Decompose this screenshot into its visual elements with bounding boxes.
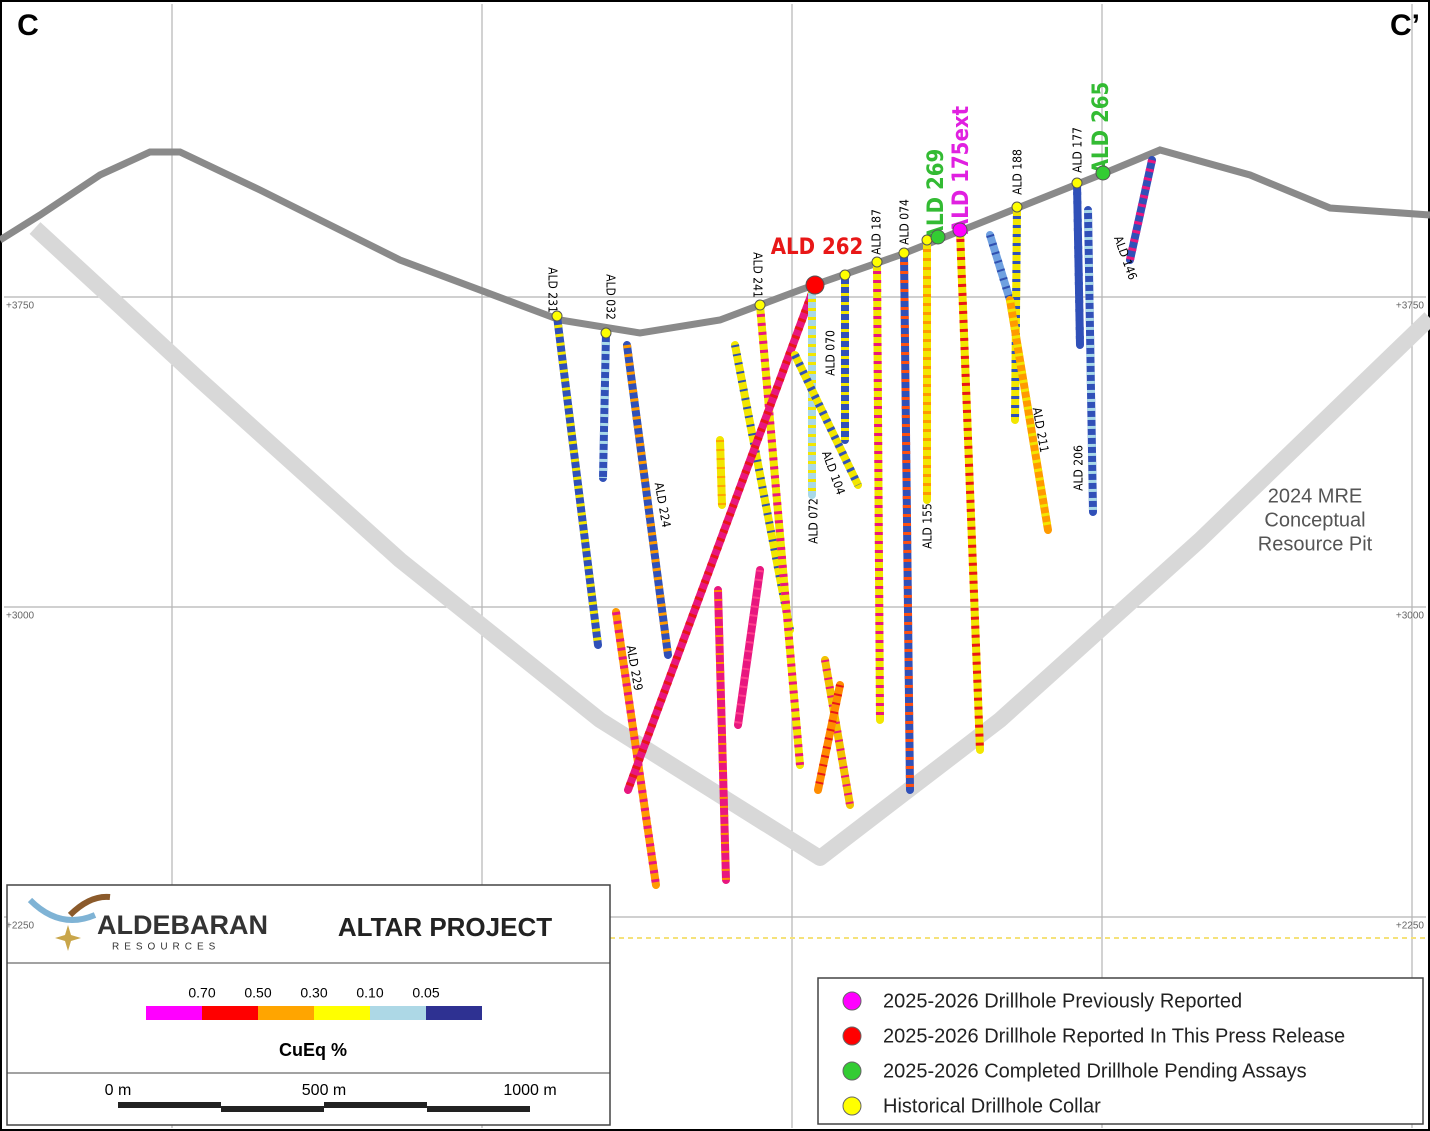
grade-label: 0.70 [188,985,215,1001]
grade-swatch [258,1006,314,1020]
elevation-label: +2250 [6,921,35,932]
topography [0,146,1430,337]
drillhole-assay [553,315,602,646]
drillhole-label: ALD 188 [1011,149,1025,195]
drillhole-label: ALD 177 [1071,127,1085,173]
legend-marker [842,1061,862,1081]
drillhole-assay [714,589,730,881]
drillhole-label: ALD 070 [824,330,838,376]
drillhole-assay [1073,182,1084,346]
drillhole-assay [1006,299,1052,531]
grade-swatch [146,1006,202,1020]
grade-swatch [370,1006,426,1020]
legend: 2025-2026 Drillhole Previously Reported 2… [817,977,1424,1125]
collar [600,327,612,339]
grade-swatch [202,1006,258,1020]
logo-tagline: RESOURCES [112,942,220,953]
grade-label: 0.10 [356,985,383,1001]
scale-label: 500 m [302,1082,346,1099]
drillhole-assay [599,332,610,479]
pit-label-line: 2024 MRE [1268,485,1363,507]
drillhole-label: ALD 269 [924,149,949,242]
drillhole [986,231,1014,304]
drillhole-assay [821,659,854,806]
title-block: ALDEBARAN RESOURCES ALTAR PROJECT 0.70 0.… [6,884,611,1126]
collar [921,234,933,246]
collar [871,256,883,268]
drillhole [624,281,819,794]
scale-label: 1000 m [503,1082,556,1099]
drillhole [756,301,804,769]
collar [1095,165,1111,181]
drillhole-label: ALD 175ext [949,105,974,234]
drillhole-label: ALD 187 [870,209,884,255]
grade-label: 0.30 [300,985,327,1001]
section-label: C [17,9,39,42]
grade-title: CuEq % [279,1040,347,1060]
grade-label: 0.05 [412,985,439,1001]
project-title: ALTAR PROJECT [338,912,552,942]
legend-marker [842,1026,862,1046]
drillhole-assay [956,229,984,751]
legend-marker [842,1096,862,1116]
collar [1011,201,1023,213]
drillhole-assay [612,611,660,886]
legend-label: Historical Drillhole Collar [883,1095,1101,1117]
drillhole-label: ALD 231 [546,267,560,313]
legend-label: 2025-2026 Drillhole Reported In This Pre… [883,1025,1345,1047]
drillhole-label: ALD 155 [921,503,935,549]
grade-swatch [314,1006,370,1020]
drillhole-label: ALD 206 [1072,445,1086,491]
drillhole [873,258,884,724]
elevation-label: +3750 [1396,301,1425,312]
collar [952,222,968,238]
drillhole [900,249,914,794]
drillhole-label: ALD 074 [898,199,912,245]
drillhole-label: ALD 241 [751,252,765,298]
elevation-label: +3750 [6,301,35,312]
resource-pit [29,222,1430,866]
pit-label: 2024 MRE Conceptual Resource Pit [1258,485,1373,555]
drillhole-label: ALD 072 [807,498,821,544]
collar [805,275,825,295]
drillhole-label: ALD 265 [1089,82,1114,175]
logo-name: ALDEBARAN [97,910,268,940]
drillhole-assay [731,344,794,631]
collar [1071,177,1083,189]
collar [839,269,851,281]
drillhole-assay [716,439,726,506]
drillhole [1126,156,1156,264]
drillhole-assay [791,353,862,487]
grade-swatch [426,1006,482,1020]
drillhole [623,341,672,659]
pit-label-line: Conceptual [1264,509,1365,531]
legend-label: 2025-2026 Drillhole Previously Reported [883,990,1242,1012]
elevation-label: +3000 [6,611,35,622]
collar [898,247,910,259]
elevation-label: +2250 [1396,921,1425,932]
drillhole [814,681,844,794]
grade-label: 0.50 [244,985,271,1001]
legend-marker [842,991,862,1011]
collar [930,229,946,245]
pit-label-line: Resource Pit [1258,533,1373,555]
elevation-label: +3000 [1396,611,1425,622]
legend-label: 2025-2026 Completed Drillhole Pending As… [883,1060,1307,1082]
collar [754,299,766,311]
drillhole [1084,206,1097,516]
drillhole-label: ALD 032 [604,274,618,320]
drillhole [734,566,764,729]
scale-label: 0 m [105,1082,132,1099]
section-label: C’ [1390,9,1420,42]
drillhole-label: ALD 262 [771,235,864,260]
collar [551,310,563,322]
